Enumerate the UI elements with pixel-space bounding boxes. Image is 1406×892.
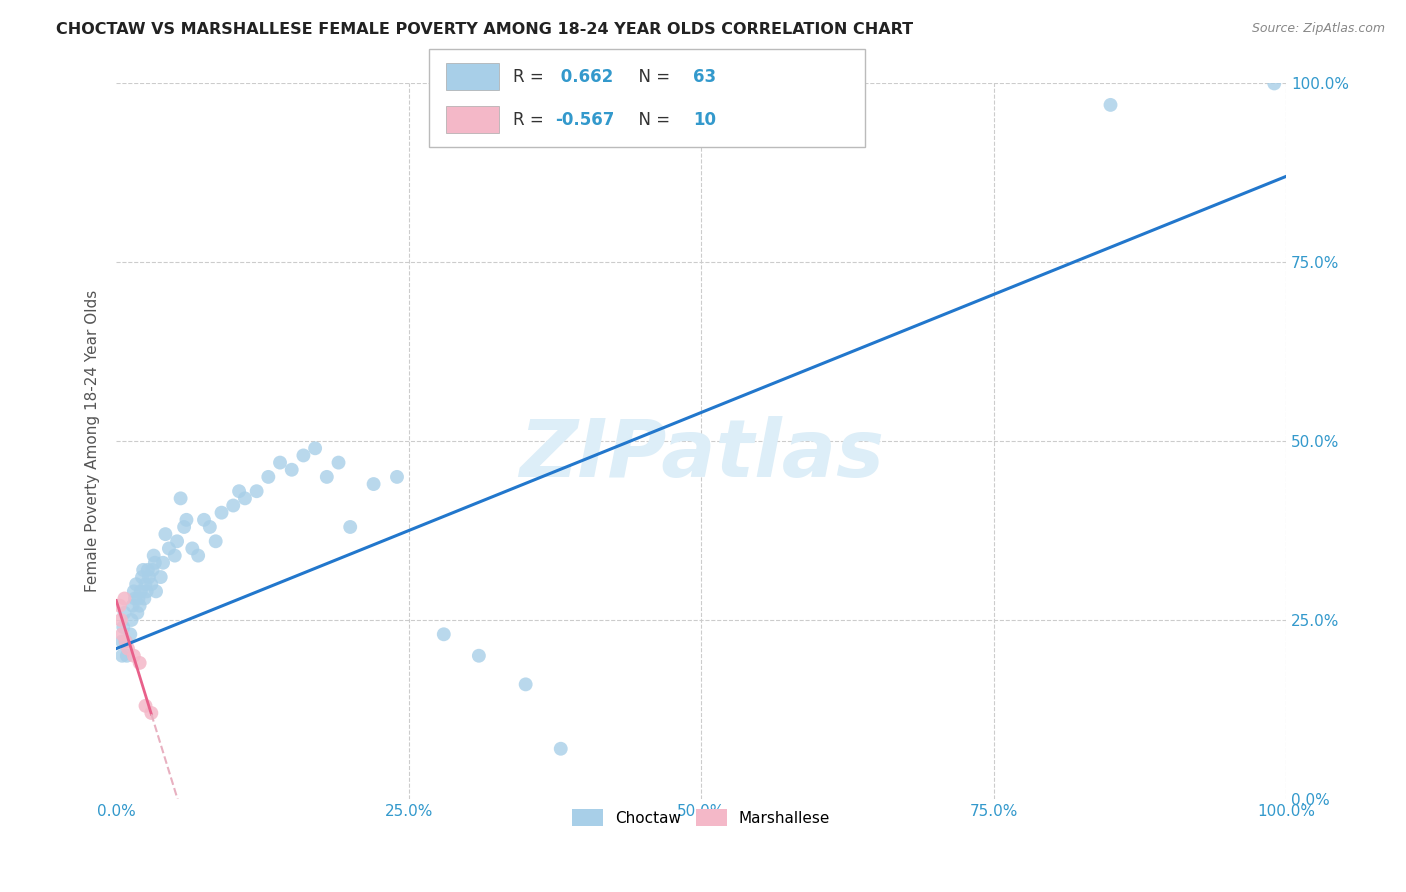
Point <box>120 627 142 641</box>
Point <box>111 634 134 648</box>
Point <box>363 477 385 491</box>
Point <box>149 570 172 584</box>
Point <box>114 634 136 648</box>
Point <box>114 634 136 648</box>
Point <box>257 470 280 484</box>
Point <box>173 520 195 534</box>
Point <box>163 549 186 563</box>
Point <box>134 577 156 591</box>
Point <box>112 620 135 634</box>
Point <box>145 584 167 599</box>
Point <box>135 584 157 599</box>
Point <box>269 456 291 470</box>
Point <box>136 563 159 577</box>
Point <box>187 549 209 563</box>
Point <box>131 570 153 584</box>
Text: 0.662: 0.662 <box>555 68 613 86</box>
Point <box>157 541 180 556</box>
Point <box>143 556 166 570</box>
Point <box>114 591 136 606</box>
Point <box>155 527 177 541</box>
Point <box>132 563 155 577</box>
Point <box>385 470 408 484</box>
Point <box>124 591 146 606</box>
Point <box>328 456 350 470</box>
Point <box>138 570 160 584</box>
Point <box>292 449 315 463</box>
Legend: Choctaw, Marshallese: Choctaw, Marshallese <box>564 801 838 834</box>
Text: N =: N = <box>628 111 676 128</box>
Point <box>121 613 143 627</box>
Text: ZIPatlas: ZIPatlas <box>519 417 883 494</box>
Point <box>468 648 491 663</box>
Point <box>115 648 138 663</box>
Point <box>111 648 134 663</box>
Point <box>134 591 156 606</box>
Point <box>142 549 165 563</box>
Point <box>169 491 191 506</box>
Point <box>315 470 337 484</box>
Point <box>211 506 233 520</box>
Point <box>550 741 572 756</box>
Point <box>128 656 150 670</box>
Point <box>339 520 361 534</box>
Point <box>176 513 198 527</box>
Point <box>433 627 456 641</box>
Point <box>1099 98 1122 112</box>
Point <box>222 499 245 513</box>
Text: R =: R = <box>513 111 550 128</box>
Point <box>280 463 302 477</box>
Text: 63: 63 <box>693 68 716 86</box>
Point <box>110 613 132 627</box>
Point <box>515 677 537 691</box>
Point <box>128 591 150 606</box>
Point <box>233 491 256 506</box>
Point <box>166 534 188 549</box>
Point <box>129 584 152 599</box>
Point <box>122 648 145 663</box>
Point <box>141 563 163 577</box>
Point <box>141 706 163 720</box>
Point <box>198 520 221 534</box>
Point <box>127 606 149 620</box>
Point <box>228 484 250 499</box>
Point <box>193 513 215 527</box>
Point <box>246 484 269 499</box>
Point <box>108 599 131 613</box>
Point <box>122 584 145 599</box>
Point <box>204 534 226 549</box>
Point <box>181 541 204 556</box>
Text: N =: N = <box>628 68 676 86</box>
Point <box>117 641 139 656</box>
Point <box>304 442 326 456</box>
Y-axis label: Female Poverty Among 18-24 Year Olds: Female Poverty Among 18-24 Year Olds <box>86 290 100 592</box>
Point <box>121 599 143 613</box>
Text: -0.567: -0.567 <box>555 111 614 128</box>
Point <box>111 627 134 641</box>
Text: 10: 10 <box>693 111 716 128</box>
Text: R =: R = <box>513 68 550 86</box>
Point <box>134 698 156 713</box>
Point <box>125 577 148 591</box>
Point <box>152 556 174 570</box>
Point <box>114 606 136 620</box>
Text: CHOCTAW VS MARSHALLESE FEMALE POVERTY AMONG 18-24 YEAR OLDS CORRELATION CHART: CHOCTAW VS MARSHALLESE FEMALE POVERTY AM… <box>56 22 914 37</box>
Text: Source: ZipAtlas.com: Source: ZipAtlas.com <box>1251 22 1385 36</box>
Point <box>141 577 163 591</box>
Point <box>128 599 150 613</box>
Point <box>1263 77 1285 91</box>
